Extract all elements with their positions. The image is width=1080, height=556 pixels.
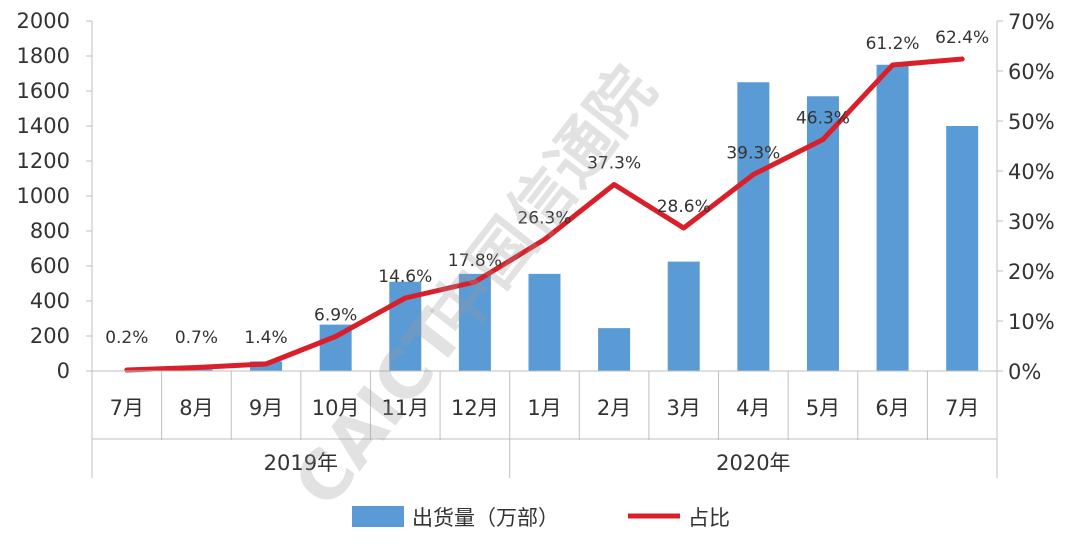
y-left-tick-label: 2000 — [17, 9, 70, 33]
data-label: 62.4% — [935, 28, 989, 48]
legend-label-line: 占比 — [688, 506, 730, 530]
x-axis: 7月 8月 9月 10月 11月 12月 1月 2月 3月 4月 5月 6月 7月 2019年 2020年 — [91, 370, 998, 478]
x-tick-label: 6月 — [875, 396, 909, 420]
y-right-tick-label: 10% — [1008, 310, 1055, 334]
legend-swatch-bar — [352, 506, 404, 527]
x-tick-label: 7月 — [945, 396, 979, 420]
data-label: 6.9% — [314, 306, 357, 326]
x-group-label: 2020年 — [716, 451, 790, 475]
bar-series — [110, 64, 979, 371]
data-labels: 0.2% 0.7% 1.4% 6.9% 14.6% 17.8% 26.3% 37.3% 28.6… — [105, 28, 989, 348]
y-left-tick-label: 400 — [30, 289, 70, 313]
x-tick-label: 9月 — [249, 396, 283, 420]
legend-label-bar: 出货量（万部） — [412, 506, 559, 530]
y-right-tick-label: 20% — [1008, 260, 1055, 284]
y-left-tick-label: 200 — [30, 324, 70, 348]
x-tick-label: 1月 — [527, 396, 561, 420]
bar — [876, 64, 909, 371]
x-tick-label: 11月 — [381, 396, 429, 420]
data-label: 37.3% — [587, 154, 641, 174]
legend: 出货量（万部） 占比 — [352, 506, 730, 530]
y-right-tick-label: 70% — [1008, 10, 1055, 34]
y-left-tick-label: 1800 — [17, 44, 70, 68]
data-label: 61.2% — [866, 34, 920, 54]
y-right-tick-label: 0% — [1008, 360, 1041, 384]
x-tick-label: 3月 — [667, 396, 701, 420]
y-left-tick-label: 1400 — [17, 114, 70, 138]
x-tick-label: 5月 — [806, 396, 840, 420]
x-tick-label: 4月 — [736, 396, 770, 420]
x-tick-label: 12月 — [451, 396, 499, 420]
y-right-tick-label: 40% — [1008, 160, 1055, 184]
x-tick-label: 8月 — [179, 396, 213, 420]
y-left-tick-label: 600 — [30, 254, 70, 278]
data-label: 14.6% — [378, 267, 432, 287]
bar — [458, 273, 491, 371]
bar — [180, 369, 213, 371]
y-right-tick-label: 60% — [1008, 60, 1055, 84]
bar — [946, 126, 979, 371]
y-left-tick-label: 1000 — [17, 184, 70, 208]
chart-axes: 0 200 400 600 800 1000 1200 1400 1600 1800 2000 0% 1… — [17, 9, 1055, 384]
data-label: 0.2% — [105, 328, 148, 348]
line-series — [124, 56, 965, 373]
y-right-tick-label: 30% — [1008, 210, 1055, 234]
x-tick-label: 2月 — [597, 396, 631, 420]
y-right-tick-label: 50% — [1008, 110, 1055, 134]
data-label: 0.7% — [175, 328, 218, 348]
y-left-tick-label: 1600 — [17, 79, 70, 103]
bar — [737, 82, 770, 371]
bar — [667, 261, 700, 371]
data-label: 26.3% — [517, 209, 571, 229]
data-label: 17.8% — [448, 251, 502, 271]
x-tick-label: 10月 — [312, 396, 360, 420]
x-group-label: 2019年 — [264, 451, 338, 475]
data-label: 46.3% — [796, 109, 850, 129]
data-label: 39.3% — [726, 144, 780, 164]
data-label: 28.6% — [657, 197, 711, 217]
y-left-tick-label: 800 — [30, 219, 70, 243]
x-tick-label: 7月 — [110, 396, 144, 420]
data-label: 1.4% — [244, 328, 287, 348]
y-left-tick-label: 0 — [57, 359, 70, 383]
bar — [598, 328, 631, 371]
watermark: CAICT 中国信通院 — [280, 54, 671, 522]
bar — [528, 273, 561, 371]
y-left-tick-label: 1200 — [17, 149, 70, 173]
